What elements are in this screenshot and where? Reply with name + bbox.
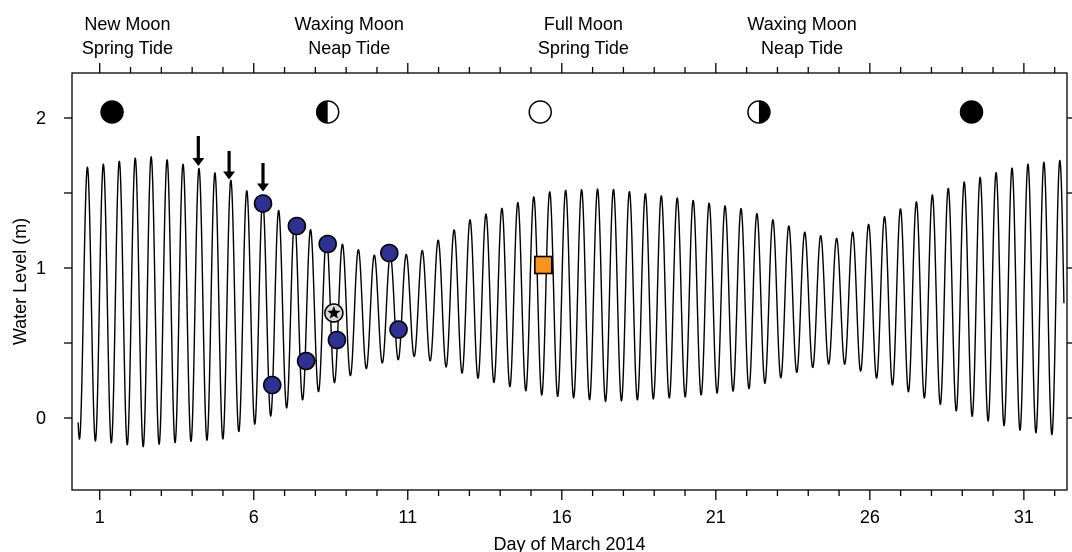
phase-label-line2: Neap Tide [761, 38, 843, 58]
down-arrow-icon [223, 151, 236, 180]
phase-label-line1: Full Moon [544, 14, 623, 34]
phase-label-line2: Neap Tide [308, 38, 390, 58]
square-marker [534, 255, 553, 275]
phase-label-line2: Spring Tide [538, 38, 629, 58]
moon-first-quarter-icon [315, 100, 340, 124]
x-axis-label: Day of March 2014 [493, 534, 645, 552]
moon-shade [316, 101, 328, 123]
moon-new-icon [959, 100, 984, 124]
markers [253, 194, 553, 395]
moon-new-icon [100, 100, 124, 124]
x-tick-label: 21 [706, 507, 726, 527]
x-tick-label: 16 [552, 507, 572, 527]
arrow-head [256, 183, 269, 192]
moon-disc [959, 100, 984, 124]
data-point [253, 194, 273, 213]
down-arrow-icon [192, 136, 205, 166]
tide-line-layer [77, 156, 1065, 448]
phase-label-line1: New Moon [84, 14, 170, 34]
phase-label-line1: Waxing Moon [295, 14, 404, 34]
x-tick-label: 26 [860, 507, 880, 527]
moon-shade [758, 101, 770, 123]
data-point [287, 216, 307, 236]
phase-labels: New Moon Spring Tide Waxing Moon Neap Tide F… [82, 14, 857, 58]
x-tick-label: 6 [249, 507, 259, 527]
plot-frame [71, 72, 1068, 491]
y-tick-label: 1 [36, 258, 46, 278]
tide-line [77, 156, 1065, 448]
x-tick-label: 31 [1014, 507, 1034, 527]
down-arrow-icon [256, 163, 269, 192]
data-point [262, 375, 282, 395]
moon-full-icon [528, 100, 552, 124]
x-tick-label: 11 [398, 507, 417, 527]
y-tick-label: 2 [36, 108, 46, 128]
phase-label-line2: Spring Tide [82, 38, 173, 58]
y-axis-label: Water Level (m) [10, 218, 30, 345]
x-tick-label: 1 [95, 507, 105, 527]
data-point [327, 330, 347, 350]
moon-disc [100, 100, 124, 124]
arrow-head [223, 171, 236, 180]
moon-last-quarter-icon [747, 100, 771, 124]
star-marker [324, 303, 344, 323]
data-point [389, 320, 408, 339]
star-icon [327, 306, 341, 319]
data-point [296, 351, 316, 371]
arrow-head [192, 158, 205, 166]
moon-disc [528, 100, 552, 124]
y-tick-label: 0 [36, 408, 46, 428]
moon-symbols [100, 100, 984, 124]
data-point [379, 243, 399, 263]
phase-label-line1: Waxing Moon [747, 14, 856, 34]
arrows [192, 136, 269, 192]
data-point [318, 234, 337, 254]
